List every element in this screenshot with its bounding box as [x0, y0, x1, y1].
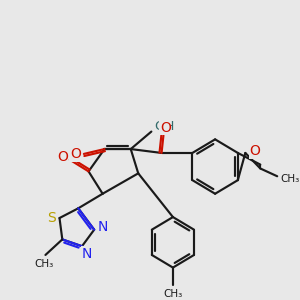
Text: O: O: [70, 147, 81, 161]
Text: O: O: [57, 150, 68, 164]
Text: O: O: [249, 144, 260, 158]
Text: OH: OH: [154, 120, 175, 133]
Text: O: O: [160, 121, 171, 135]
Text: CH₃: CH₃: [281, 174, 300, 184]
Text: N: N: [98, 220, 108, 234]
Text: S: S: [47, 211, 56, 225]
Text: N: N: [82, 247, 92, 261]
Text: CH₃: CH₃: [34, 259, 53, 269]
Text: CH₃: CH₃: [163, 289, 182, 299]
